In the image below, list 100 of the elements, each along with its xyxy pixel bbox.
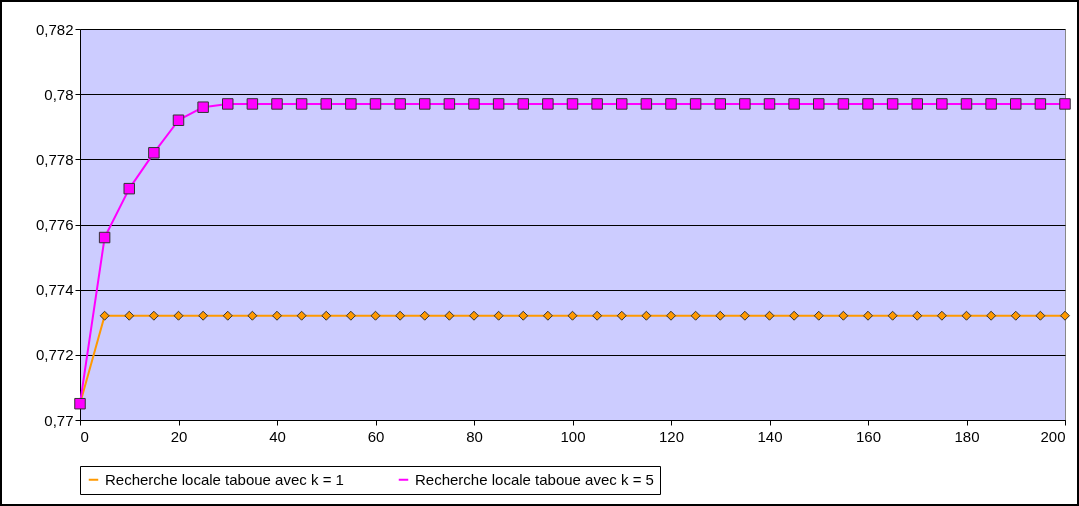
x-tick-label: 60	[367, 427, 385, 445]
x-tick-label: 0	[80, 427, 89, 445]
point	[98, 231, 111, 244]
point	[714, 98, 726, 110]
point	[321, 310, 332, 321]
point	[936, 310, 947, 321]
point	[271, 98, 283, 110]
point	[838, 310, 849, 321]
point	[961, 310, 972, 321]
point	[715, 310, 726, 321]
point	[739, 98, 751, 110]
x-tick-label: 180	[954, 427, 980, 445]
point	[172, 114, 185, 126]
point	[469, 310, 479, 321]
y-tick-label: 0,77	[44, 411, 74, 429]
point	[616, 98, 628, 110]
point	[394, 98, 406, 110]
y-tick-label: 0,772	[35, 346, 74, 364]
point	[517, 98, 529, 110]
y-tick-label: 0,778	[35, 150, 74, 168]
x-tick-label: 80	[466, 427, 483, 445]
point	[1034, 98, 1047, 110]
point	[197, 101, 209, 113]
y-tick-label: 0,774	[35, 281, 74, 299]
point	[911, 98, 923, 110]
point	[296, 310, 307, 321]
point	[222, 310, 233, 321]
x-tick-label: 160	[855, 427, 882, 445]
point	[1060, 310, 1070, 321]
y-tick-label: 0,776	[35, 216, 74, 233]
point	[863, 310, 873, 321]
point	[444, 310, 455, 321]
legend-label: Recherche locale taboue avec k = 1	[105, 470, 344, 488]
point	[1010, 98, 1022, 110]
point	[542, 310, 553, 321]
x-tick-label: 120	[658, 427, 685, 445]
point	[123, 182, 135, 195]
legend-label: Recherche locale taboue avec k = 5	[415, 470, 654, 488]
point	[246, 98, 259, 110]
point	[666, 310, 676, 321]
point	[616, 310, 627, 321]
point	[813, 98, 825, 110]
point	[345, 310, 356, 321]
x-tick-label: 40	[269, 427, 286, 445]
point	[493, 310, 504, 321]
point	[395, 310, 406, 321]
point	[320, 98, 332, 110]
point	[641, 310, 652, 321]
point	[295, 98, 308, 110]
point	[173, 310, 184, 321]
x-tick-label: 200	[1040, 427, 1066, 445]
point	[492, 98, 505, 110]
point	[837, 98, 850, 110]
point	[468, 98, 480, 110]
point	[640, 98, 653, 110]
point	[345, 98, 357, 110]
point	[369, 98, 382, 110]
point	[690, 310, 701, 321]
x-tick-label: 100	[560, 427, 586, 445]
point	[566, 98, 579, 110]
point	[419, 310, 430, 321]
x-tick-label: 20	[170, 427, 188, 445]
point	[1010, 310, 1021, 321]
point	[518, 310, 529, 321]
point	[1059, 98, 1071, 110]
point	[912, 310, 923, 321]
point	[591, 98, 603, 110]
point	[887, 310, 898, 321]
point	[148, 147, 160, 159]
point	[960, 98, 973, 110]
point	[247, 310, 258, 321]
point	[985, 98, 997, 110]
point	[886, 98, 899, 110]
point	[148, 310, 159, 321]
point	[592, 310, 603, 321]
point	[99, 310, 110, 321]
point	[542, 98, 554, 110]
point	[198, 310, 209, 321]
point	[222, 98, 234, 110]
point	[813, 310, 824, 321]
point	[272, 310, 282, 321]
point	[419, 98, 431, 110]
point	[124, 310, 135, 321]
point	[764, 310, 775, 321]
y-tick-label: 0,78	[44, 85, 74, 103]
point	[370, 310, 381, 321]
point	[443, 98, 456, 110]
point	[862, 98, 874, 110]
point	[1035, 310, 1046, 321]
point	[789, 310, 800, 321]
point	[665, 98, 677, 110]
point	[739, 310, 750, 321]
x-tick-label: 140	[757, 427, 783, 445]
point	[763, 98, 776, 110]
point	[936, 98, 948, 110]
point	[689, 98, 702, 110]
y-tick-label: 0,782	[35, 20, 74, 38]
point	[567, 310, 578, 321]
point	[986, 310, 997, 321]
point	[788, 98, 800, 110]
